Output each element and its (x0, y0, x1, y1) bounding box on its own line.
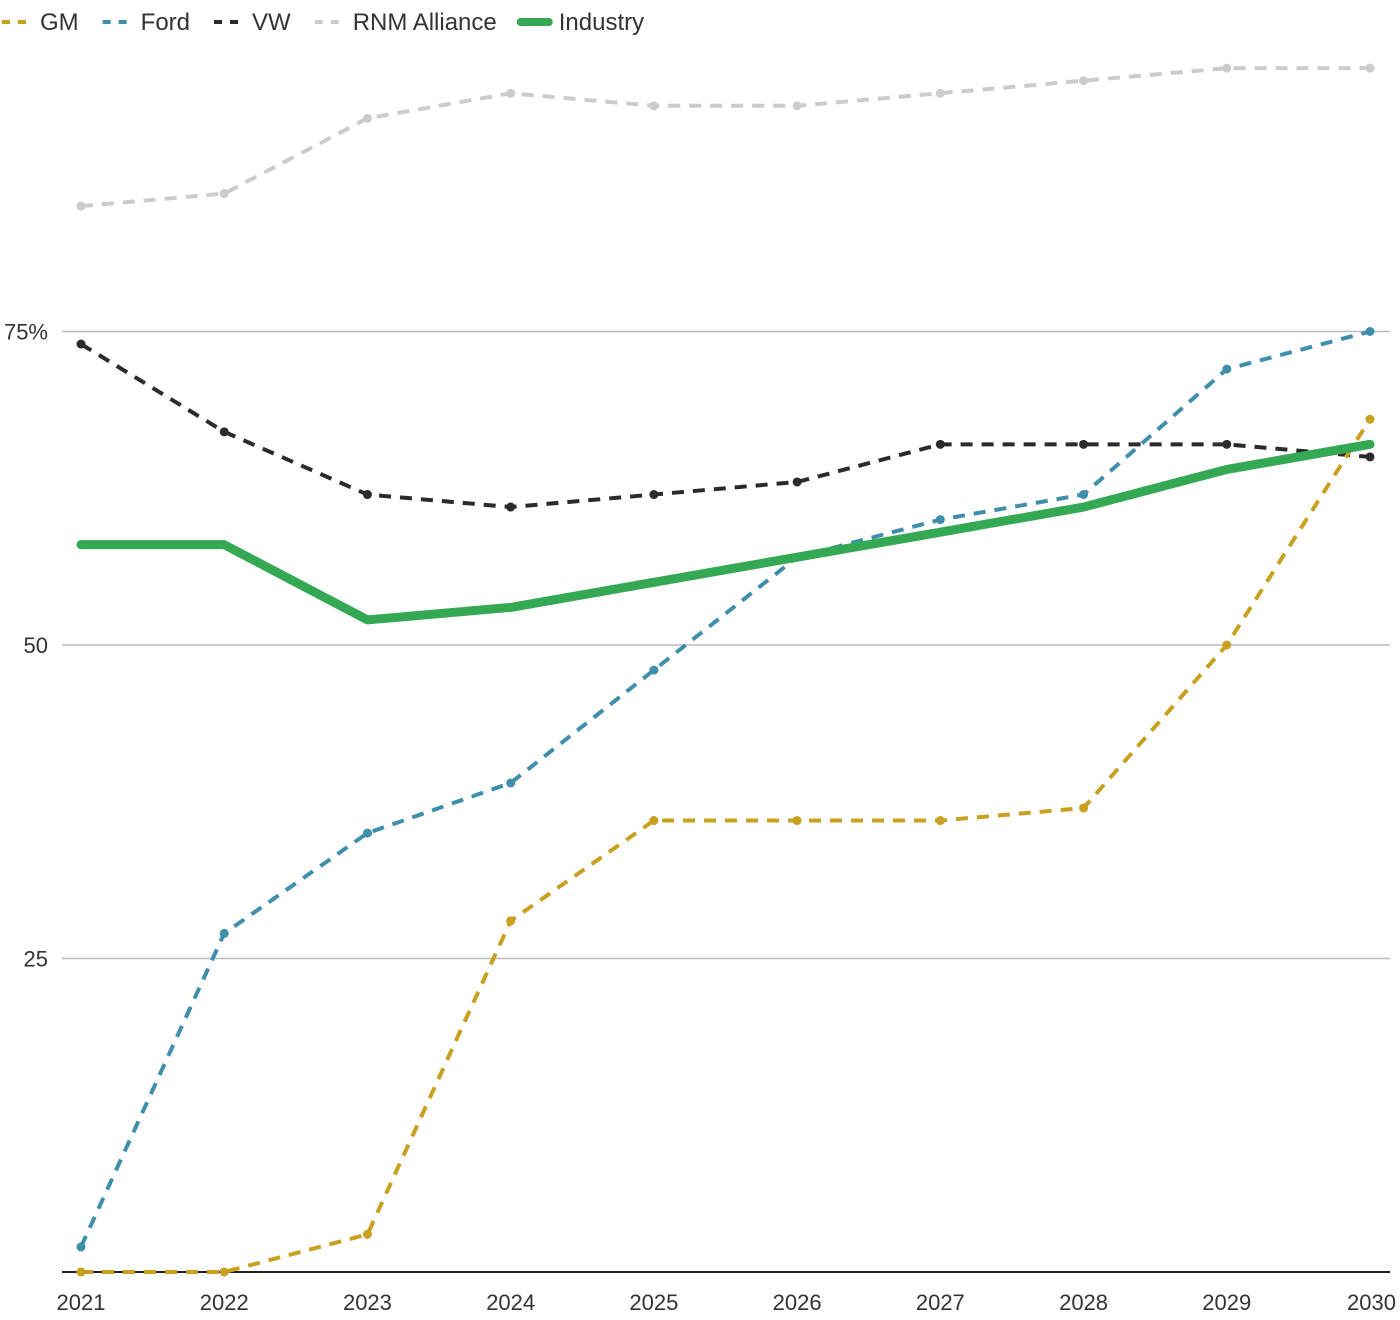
legend-label-vw: VW (252, 9, 291, 36)
data-point-ford-2022 (219, 928, 229, 938)
x-tick-label-2026: 2026 (773, 1290, 822, 1315)
data-point-vw-2023 (362, 490, 372, 500)
series-line-vw (79, 342, 1371, 510)
x-tick-label-2022: 2022 (200, 1290, 249, 1315)
x-tick-label-2030: 2030 (1347, 1290, 1396, 1315)
x-tick-label-2025: 2025 (629, 1290, 678, 1315)
series-line-gm (81, 418, 1372, 1274)
legend-item-rnm-alliance: RNM Alliance (314, 9, 497, 36)
data-point-ford-2024 (506, 778, 516, 788)
data-point-ford-2025 (649, 665, 659, 675)
y-tick-label-25: 25 (24, 947, 48, 972)
data-point-gm-2021 (76, 1267, 86, 1277)
legend-item-vw: VW (214, 9, 291, 36)
series-industry (76, 439, 1375, 625)
data-point-ford-2028 (1079, 490, 1089, 500)
data-point-rnm-alliance-2021 (76, 201, 86, 211)
x-tick-label-2021: 2021 (57, 1290, 106, 1315)
series-rnm-alliance (76, 63, 1375, 211)
legend: GM Ford VW RNM Alliance Industry (2, 9, 644, 36)
legend-label-industry: Industry (559, 9, 644, 36)
data-point-gm-2024 (506, 916, 516, 926)
data-point-vw-2025 (649, 490, 659, 500)
legend-item-ford: Ford (102, 9, 190, 36)
data-point-rnm-alliance-2024 (506, 88, 516, 98)
data-point-rnm-alliance-2022 (219, 189, 229, 199)
y-tick-label-75: 75% (4, 320, 48, 345)
data-point-gm-2030 (1365, 414, 1375, 424)
legend-label-rnm-alliance: RNM Alliance (353, 9, 497, 36)
series-gm (76, 414, 1375, 1277)
series-line-ford (79, 329, 1371, 1248)
series-vw (76, 339, 1375, 512)
data-point-gm-2022 (219, 1267, 229, 1277)
data-point-vw-2022 (219, 427, 229, 437)
data-point-rnm-alliance-2028 (1079, 76, 1089, 86)
y-tick-label-50: 50 (24, 633, 48, 658)
data-point-vw-2026 (792, 477, 802, 487)
x-tick-label-2027: 2027 (916, 1290, 965, 1315)
data-point-ford-2030 (1365, 327, 1375, 336)
data-point-vw-2024 (506, 502, 516, 512)
series-lines (76, 63, 1375, 1277)
data-point-rnm-alliance-2025 (649, 101, 659, 111)
series-ford (76, 327, 1375, 1252)
data-point-rnm-alliance-2026 (792, 101, 802, 111)
x-tick-label-2023: 2023 (343, 1290, 392, 1315)
x-axis-ticks: 2021 2022 2023 2024 2025 2026 2027 2028 2029 2030 (57, 1290, 1396, 1315)
gridlines (62, 330, 1390, 960)
data-point-gm-2027 (935, 816, 945, 826)
data-point-ford-2029 (1222, 364, 1232, 374)
data-point-vw-2030 (1365, 452, 1375, 462)
data-point-ford-2023 (362, 828, 372, 838)
data-point-vw-2021 (76, 339, 86, 349)
data-point-rnm-alliance-2023 (362, 113, 372, 123)
legend-label-ford: Ford (141, 9, 190, 36)
data-point-gm-2023 (362, 1229, 372, 1239)
x-tick-label-2029: 2029 (1202, 1290, 1251, 1315)
data-point-vw-2028 (1079, 439, 1089, 449)
data-point-gm-2028 (1079, 803, 1089, 813)
data-point-gm-2025 (649, 816, 659, 826)
data-point-vw-2029 (1222, 439, 1232, 449)
data-point-gm-2026 (792, 816, 802, 826)
data-point-ford-2021 (76, 1242, 86, 1252)
x-tick-label-2024: 2024 (486, 1290, 535, 1315)
data-point-ford-2027 (935, 515, 945, 525)
data-point-gm-2029 (1222, 640, 1232, 650)
series-line-rnm-alliance (80, 66, 1370, 209)
data-point-rnm-alliance-2030 (1365, 63, 1375, 73)
data-point-vw-2027 (935, 439, 945, 449)
data-point-rnm-alliance-2027 (935, 88, 945, 98)
data-point-rnm-alliance-2029 (1222, 63, 1232, 73)
legend-item-industry: Industry (516, 9, 644, 36)
legend-item-gm: GM (2, 9, 79, 36)
series-line-industry (76, 439, 1375, 625)
x-tick-label-2028: 2028 (1059, 1290, 1108, 1315)
legend-label-gm: GM (40, 9, 79, 36)
y-axis-ticks: 75% 50 25 (4, 320, 48, 972)
